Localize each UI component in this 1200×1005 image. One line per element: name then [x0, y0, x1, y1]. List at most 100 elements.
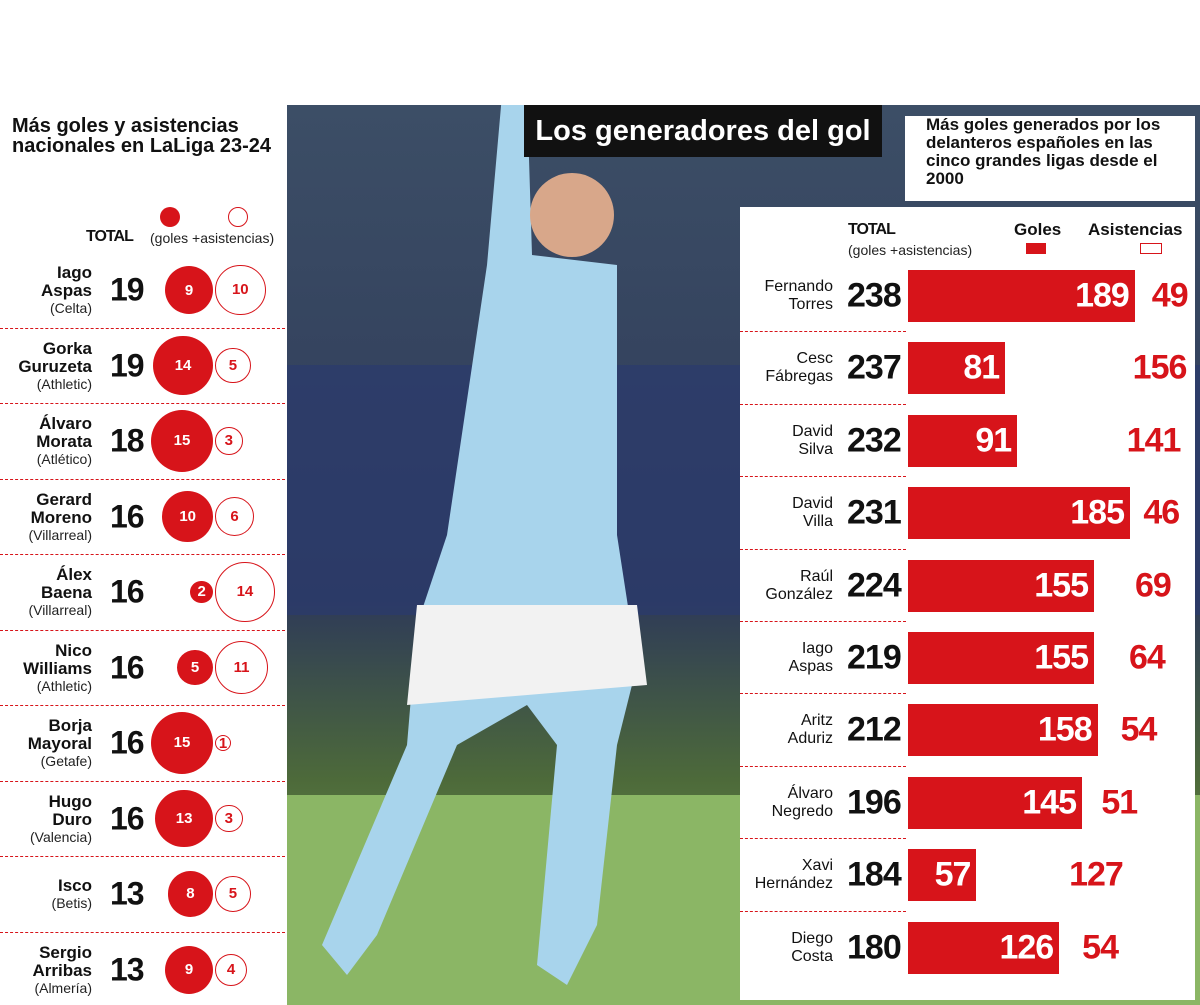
row-divider [0, 780, 285, 782]
total-note: (goles +asistencias) [848, 242, 973, 258]
total-value: 13 [110, 951, 145, 987]
right-title-bg [905, 116, 1195, 201]
player: Gorka Guruzeta (Athletic) [18, 338, 92, 392]
goals-bar [908, 414, 1018, 467]
player-name: Sergio Arribas [32, 942, 92, 980]
total-value: 16 [110, 649, 145, 685]
assists-bar [976, 849, 1129, 902]
assists-label: 54 [1120, 710, 1158, 749]
goals-label: 91 [975, 421, 1012, 460]
row-divider [0, 403, 285, 404]
player-name: David Villa [792, 495, 833, 531]
value-label: 14 [174, 356, 192, 374]
value-label: 9 [184, 281, 194, 299]
assists-bar [1094, 632, 1171, 684]
total-value: 237 [847, 348, 902, 387]
value-label: 11 [233, 658, 250, 676]
value-label: 5 [228, 356, 238, 374]
row-divider [740, 403, 906, 405]
total-value: 212 [847, 710, 902, 749]
legend-swatch [1026, 243, 1046, 254]
value-label: 3 [224, 809, 234, 827]
player-team: (Atlético) [36, 451, 92, 467]
assists-label: 49 [1151, 276, 1189, 315]
player-name: Xavi Hernández [754, 857, 834, 893]
player-name: Iago Aspas [40, 263, 92, 300]
goals-bar [908, 632, 1094, 684]
right-title: Más goles generados por los delanteros e… [926, 115, 1161, 188]
legend-swatch [160, 207, 180, 227]
row-divider [0, 931, 285, 933]
player-name: Aritz Aduriz [787, 712, 833, 748]
total-value: 224 [847, 566, 902, 605]
value-label: 1 [218, 734, 228, 752]
assists-label: 64 [1128, 638, 1166, 677]
assists-label: 141 [1126, 421, 1182, 460]
assists-bar [1017, 414, 1187, 467]
total-value: 16 [110, 724, 145, 761]
total-value: 232 [847, 421, 902, 460]
row-divider [0, 705, 285, 706]
value-label: 9 [184, 961, 194, 978]
player: Borja Mayoral (Getafe) [28, 717, 92, 770]
left-panel [0, 105, 285, 1005]
player: Nico Williams (Athletic) [23, 641, 92, 694]
goals-bar [908, 342, 1006, 395]
player-name: Raúl González [765, 567, 833, 603]
assists-bar [1130, 487, 1186, 540]
assists-circle: 11 [215, 640, 269, 695]
left-title: Más goles y asistencias nacionales en La… [12, 115, 271, 157]
goals-label: 189 [1075, 276, 1130, 315]
assists-label: 54 [1082, 928, 1119, 967]
player-name: Álex Baena [40, 565, 92, 602]
player-name: Gorka Guruzeta [18, 338, 92, 376]
goals-bar [908, 849, 977, 902]
value-label: 3 [224, 432, 234, 450]
total-value: 184 [847, 855, 902, 894]
total-value: 16 [110, 800, 145, 836]
assists-label: 156 [1132, 348, 1188, 387]
assists-circle: 5 [215, 876, 251, 912]
value-label: 8 [186, 885, 195, 903]
goals-label: 155 [1034, 566, 1089, 605]
assists-circle: 6 [215, 496, 255, 537]
total-label: TOTAL [848, 221, 896, 238]
legend-label: Asistencias [1088, 220, 1183, 239]
value-label: 10 [179, 507, 197, 525]
goals-circle: 15 [151, 410, 213, 472]
player-team: (Valencia) [30, 828, 92, 845]
total-value: 16 [110, 573, 145, 610]
value-label: 6 [230, 507, 239, 525]
value-label: 10 [231, 281, 249, 299]
player: Gerard Moreno (Villarreal) [28, 490, 92, 543]
player-name: Álvaro Morata [36, 414, 92, 451]
assists-label: 69 [1134, 566, 1172, 605]
total-value: 219 [847, 638, 902, 677]
row-divider [740, 765, 906, 767]
goals-bar [908, 270, 1135, 322]
total-label: TOTAL [86, 228, 134, 245]
value-label: 13 [175, 809, 193, 827]
assists-circle: 5 [215, 347, 251, 384]
total-value: 19 [110, 347, 145, 383]
goals-label: 158 [1037, 710, 1093, 749]
assists-bar [1082, 776, 1144, 829]
legend-label: Goles [1014, 220, 1062, 239]
row-divider [0, 554, 285, 555]
goals-circle: 15 [151, 712, 213, 774]
total-value: 19 [110, 271, 145, 308]
total-value: 13 [110, 875, 145, 912]
goals-bar [908, 776, 1082, 829]
goals-circle: 10 [162, 491, 213, 542]
assists-circle: 4 [215, 953, 247, 986]
goals-label: 185 [1070, 493, 1125, 532]
goals-circle: 13 [155, 789, 213, 848]
goals-bar [908, 921, 1060, 974]
row-divider [740, 910, 906, 912]
assists-circle: 10 [215, 264, 266, 316]
row-divider [740, 476, 906, 478]
value-label: 5 [228, 885, 238, 903]
main-title: Los generadores del gol [524, 105, 882, 157]
goals-circle: 2 [190, 580, 213, 604]
legend-swatch [1140, 243, 1162, 254]
